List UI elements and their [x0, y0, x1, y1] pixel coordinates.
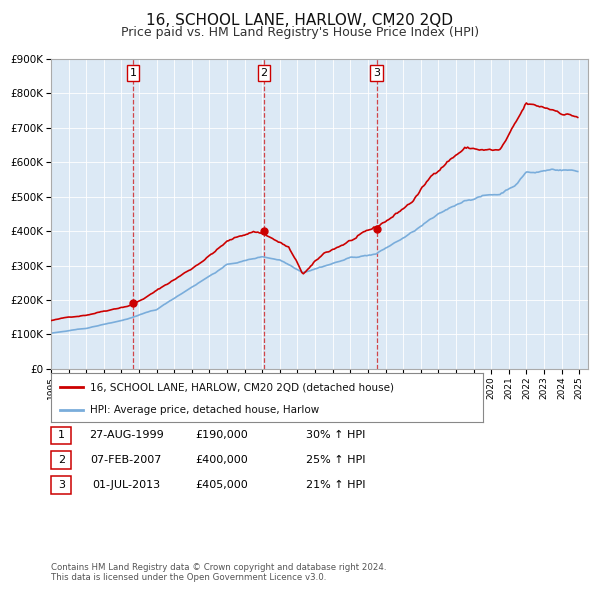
Text: 21% ↑ HPI: 21% ↑ HPI [306, 480, 365, 490]
Text: 27-AUG-1999: 27-AUG-1999 [89, 431, 163, 440]
Text: Price paid vs. HM Land Registry's House Price Index (HPI): Price paid vs. HM Land Registry's House … [121, 26, 479, 39]
Text: £190,000: £190,000 [196, 431, 248, 440]
Text: 16, SCHOOL LANE, HARLOW, CM20 2QD (detached house): 16, SCHOOL LANE, HARLOW, CM20 2QD (detac… [90, 382, 394, 392]
Text: 01-JUL-2013: 01-JUL-2013 [92, 480, 160, 490]
Text: HPI: Average price, detached house, Harlow: HPI: Average price, detached house, Harl… [90, 405, 319, 415]
Text: This data is licensed under the Open Government Licence v3.0.: This data is licensed under the Open Gov… [51, 572, 326, 582]
Text: Contains HM Land Registry data © Crown copyright and database right 2024.: Contains HM Land Registry data © Crown c… [51, 563, 386, 572]
Text: 07-FEB-2007: 07-FEB-2007 [91, 455, 161, 465]
Text: 1: 1 [58, 431, 65, 440]
Text: 3: 3 [373, 68, 380, 78]
Text: £405,000: £405,000 [196, 480, 248, 490]
Text: 2: 2 [260, 68, 268, 78]
Text: 1: 1 [130, 68, 136, 78]
Text: 3: 3 [58, 480, 65, 490]
Text: 30% ↑ HPI: 30% ↑ HPI [306, 431, 365, 440]
Text: £400,000: £400,000 [196, 455, 248, 465]
Text: 2: 2 [58, 455, 65, 465]
Text: 16, SCHOOL LANE, HARLOW, CM20 2QD: 16, SCHOOL LANE, HARLOW, CM20 2QD [146, 13, 454, 28]
Text: 25% ↑ HPI: 25% ↑ HPI [306, 455, 365, 465]
